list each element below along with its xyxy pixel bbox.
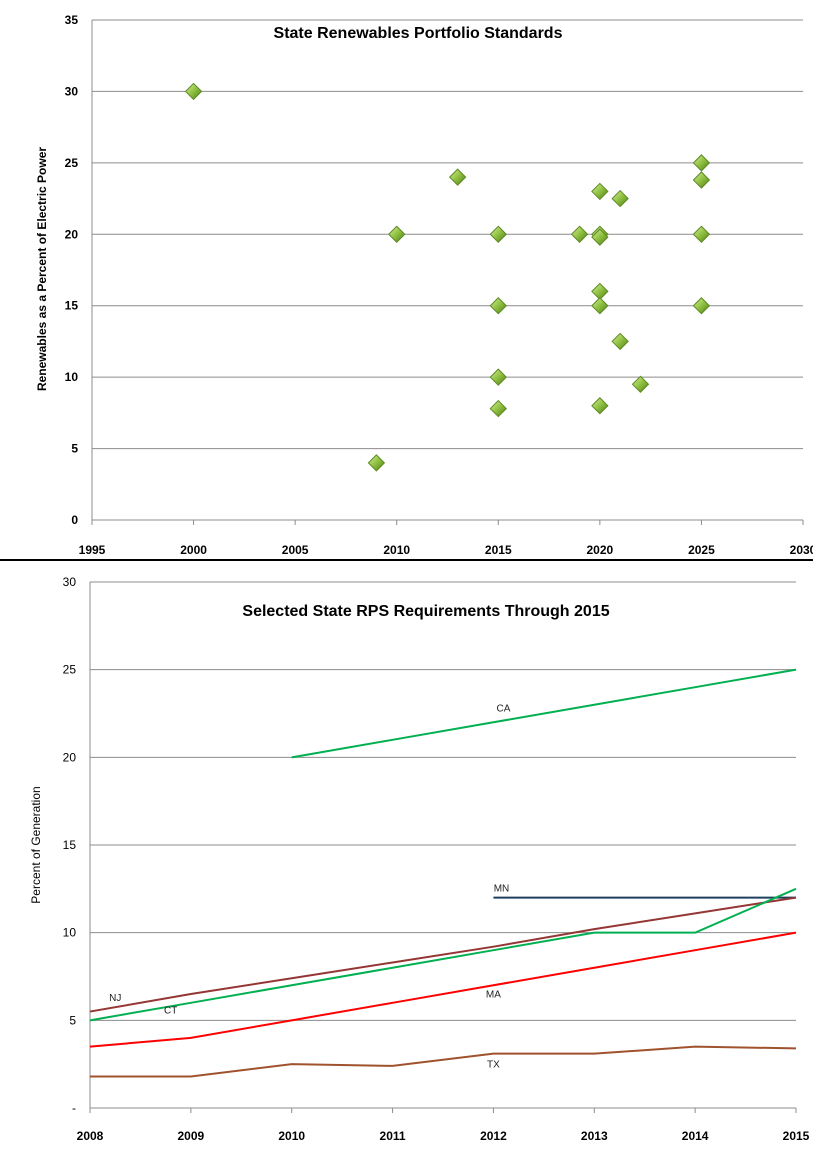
- series-labels: CA MN NJ CT MA TX: [109, 704, 511, 1071]
- x-tick-label: 2025: [688, 543, 715, 557]
- chart-title: State Renewables Portfolio Standards: [274, 25, 563, 42]
- data-points: [184, 82, 711, 472]
- x-tick-label: 2015: [485, 543, 512, 557]
- gridlines: [89, 581, 797, 1113]
- x-tick-label: 2020: [587, 543, 614, 557]
- data-point: [570, 225, 589, 243]
- series-label-nj: NJ: [109, 993, 121, 1004]
- x-tick-label: 1995: [79, 543, 106, 557]
- data-point: [591, 397, 609, 415]
- y-tick-label: 5: [71, 442, 78, 456]
- data-point: [388, 225, 406, 243]
- data-point: [184, 82, 203, 101]
- data-point: [591, 297, 609, 315]
- gridlines: [91, 19, 804, 525]
- chart-divider: [0, 559, 813, 561]
- series-label-ct: CT: [164, 1005, 177, 1016]
- x-tick-label: 2014: [682, 1129, 709, 1143]
- x-tick-label: 2000: [180, 543, 207, 557]
- y-tick-labels: 0 5 10 15 20 25 30 35: [65, 13, 79, 527]
- data-point: [692, 171, 711, 189]
- x-tick-label: 2030: [790, 543, 813, 557]
- y-tick-label: 20: [63, 750, 77, 764]
- data-point: [611, 189, 629, 208]
- series-label-ma: MA: [486, 990, 501, 1001]
- x-tick-label: 2013: [581, 1129, 608, 1143]
- series-line-ma: [89, 931, 797, 1048]
- x-tick-label: 2015: [783, 1129, 810, 1143]
- y-tick-labels: - 5 10 15 20 25 30: [63, 575, 77, 1115]
- series-line-nj: [89, 896, 797, 1013]
- x-tick-label: 2010: [383, 543, 410, 557]
- series-line-tx: [90, 1045, 797, 1078]
- line-chart: - 5 10 15 20 25 30 2008 2009 2010 2011 2012 2013 201…: [29, 575, 810, 1143]
- series-label-mn: MN: [494, 883, 510, 894]
- data-point: [631, 375, 650, 393]
- y-tick-label: 35: [65, 13, 79, 27]
- data-point: [692, 297, 711, 315]
- series-line-ct: [89, 887, 797, 1022]
- data-point: [692, 225, 711, 243]
- y-tick-label: 0: [71, 513, 78, 527]
- y-tick-label: 10: [63, 926, 77, 940]
- y-tick-label: 5: [69, 1013, 76, 1027]
- y-tick-label: 15: [63, 838, 77, 852]
- y-tick-label: -: [72, 1101, 76, 1115]
- data-point: [591, 182, 609, 201]
- x-tick-labels: 2008 2009 2010 2011 2012 2013 2014 2015: [77, 1129, 810, 1143]
- y-tick-label: 25: [63, 663, 77, 677]
- data-point: [489, 399, 507, 418]
- y-tick-label: 10: [65, 370, 79, 384]
- y-tick-label: 20: [65, 227, 79, 241]
- x-tick-label: 2009: [178, 1129, 205, 1143]
- x-tick-label: 2005: [282, 543, 309, 557]
- series-label-tx: TX: [487, 1060, 500, 1071]
- data-point: [591, 228, 609, 246]
- data-point: [489, 225, 507, 243]
- y-axis-label: Renewables as a Percent of Electric Powe…: [35, 147, 49, 391]
- data-point: [367, 454, 386, 472]
- y-tick-label: 15: [65, 299, 79, 313]
- x-tick-label: 2011: [380, 1129, 406, 1143]
- data-point: [611, 332, 629, 351]
- y-tick-label: 30: [65, 84, 79, 98]
- x-tick-label: 2012: [480, 1129, 507, 1143]
- y-tick-label: 30: [63, 575, 77, 589]
- y-tick-label: 25: [65, 156, 79, 170]
- series-line-ca: [291, 668, 797, 759]
- x-tick-label: 2010: [278, 1129, 305, 1143]
- data-point: [489, 297, 507, 315]
- data-point: [448, 168, 467, 186]
- x-tick-label: 2008: [77, 1129, 104, 1143]
- y-axis-label: Percent of Generation: [29, 786, 43, 903]
- data-point: [692, 154, 711, 172]
- series-label-ca: CA: [497, 704, 511, 715]
- chart-title: Selected State RPS Requirements Through …: [242, 603, 609, 620]
- x-tick-labels: 1995 2000 2005 2010 2015 2020 2025 2030: [79, 543, 813, 557]
- series-lines: [89, 668, 797, 1078]
- data-point: [489, 368, 507, 386]
